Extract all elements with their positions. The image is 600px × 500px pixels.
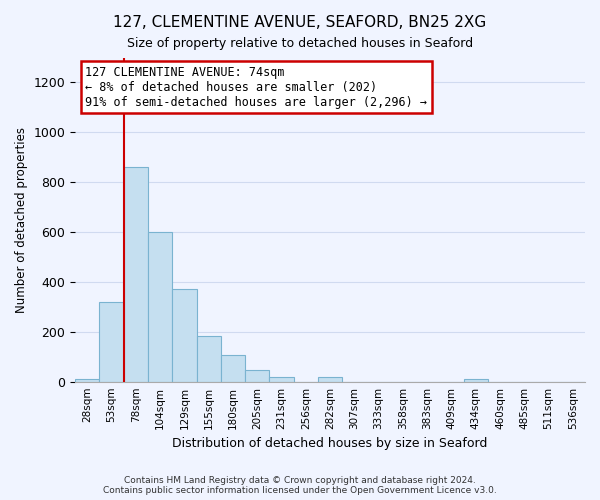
Text: Contains HM Land Registry data © Crown copyright and database right 2024.
Contai: Contains HM Land Registry data © Crown c… — [103, 476, 497, 495]
Text: 127, CLEMENTINE AVENUE, SEAFORD, BN25 2XG: 127, CLEMENTINE AVENUE, SEAFORD, BN25 2X… — [113, 15, 487, 30]
Text: 127 CLEMENTINE AVENUE: 74sqm
← 8% of detached houses are smaller (202)
91% of se: 127 CLEMENTINE AVENUE: 74sqm ← 8% of det… — [85, 66, 427, 108]
X-axis label: Distribution of detached houses by size in Seaford: Distribution of detached houses by size … — [172, 437, 488, 450]
Bar — [464, 379, 488, 382]
Bar — [148, 232, 172, 382]
Bar — [124, 167, 148, 382]
Bar — [172, 290, 197, 382]
Text: Size of property relative to detached houses in Seaford: Size of property relative to detached ho… — [127, 38, 473, 51]
Bar — [318, 376, 342, 382]
Y-axis label: Number of detached properties: Number of detached properties — [15, 126, 28, 312]
Bar — [75, 379, 100, 382]
Bar — [269, 376, 293, 382]
Bar — [197, 336, 221, 382]
Bar — [245, 370, 269, 382]
Bar — [100, 302, 124, 382]
Bar — [221, 356, 245, 382]
